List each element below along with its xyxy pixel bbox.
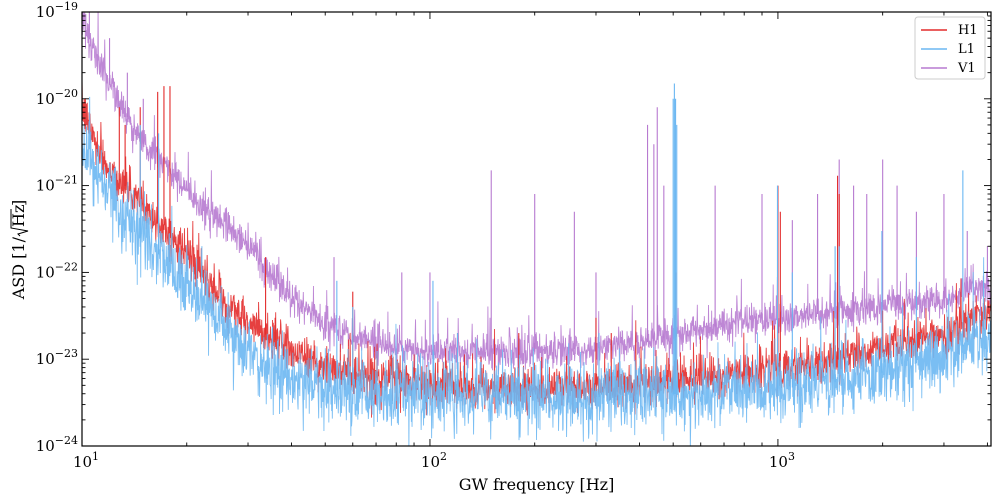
x-axis-label: GW frequency [Hz] — [459, 475, 615, 494]
y-axis-label-suffix: ] — [9, 200, 28, 206]
y-tick-label: 10−20 — [36, 87, 78, 108]
plot-frame — [81, 11, 992, 447]
legend-label-l1: L1 — [958, 42, 975, 57]
series-group — [82, 12, 991, 446]
y-tick-label: 10−21 — [36, 174, 78, 195]
y-tick-label: 10−19 — [36, 0, 78, 21]
y-axis-label-prefix: ASD [1/ — [9, 236, 28, 300]
legend-label-h1: H1 — [958, 23, 978, 38]
legend: H1 L1 V1 — [914, 16, 986, 80]
y-tick-label: 10−22 — [36, 260, 78, 281]
legend-box — [914, 16, 986, 80]
y-axis-label: ASD [1/ Hz ] — [9, 200, 29, 300]
y-tick-label: 10−24 — [36, 434, 78, 455]
x-tick-label: 103 — [769, 450, 795, 471]
y-axis-label-radicand: Hz — [9, 205, 28, 227]
legend-label-v1: V1 — [957, 61, 976, 76]
x-tick-label: 101 — [73, 450, 99, 471]
y-tick-label: 10−23 — [36, 347, 78, 368]
x-tick-label: 102 — [421, 450, 447, 471]
radical-sign — [10, 209, 29, 237]
ticks-group: 101 102 103 10−24 10−23 10−22 10−21 10−20 10−19 — [36, 0, 991, 471]
